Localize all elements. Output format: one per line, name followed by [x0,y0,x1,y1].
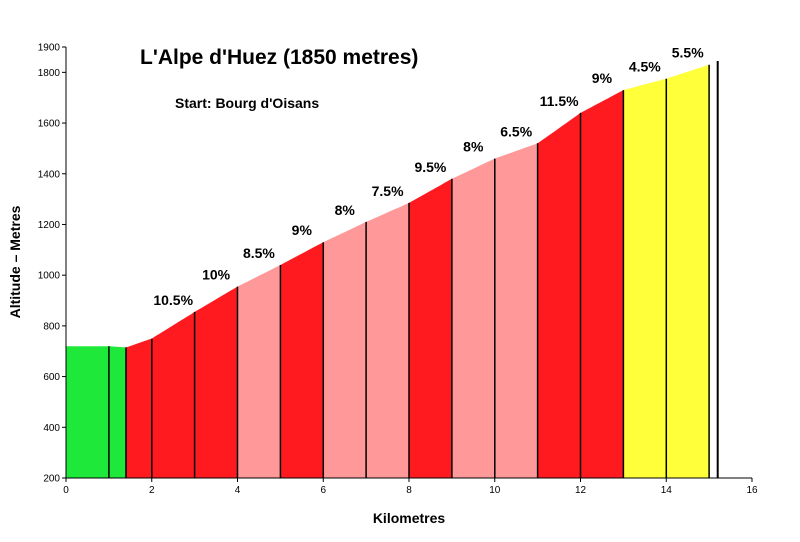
gradient-label: 5.5% [672,45,704,61]
gradient-label: 9% [592,70,613,86]
profile-segment [151,311,195,478]
y-tick-label: 200 [43,474,60,485]
x-tick-label: 10 [489,485,501,496]
y-tick-label: 1900 [38,43,61,54]
y-tick-label: 600 [43,372,60,383]
gradient-label: 9% [292,222,313,238]
profile-segment [409,178,452,479]
gradient-label: 4.5% [629,59,661,75]
profile-segments [66,64,710,479]
gradient-label: 6.5% [500,123,532,139]
profile-segment [108,346,126,478]
y-axis-label: Altitude – Metres [7,205,23,318]
y-tick-label: 1600 [38,119,61,130]
chart-subtitle: Start: Bourg d'Oisans [175,95,319,111]
profile-segment [237,265,281,478]
gradient-label: 9.5% [414,159,446,175]
gradient-label: 10% [202,267,231,283]
profile-segment [126,338,152,478]
x-tick-label: 14 [661,485,673,496]
y-tick-label: 1000 [38,271,61,282]
y-tick-labels: 200 400 600 800 1000 1200 1400 1600 1800 1900 [38,43,66,485]
profile-segment [666,64,710,478]
y-tick-label: 1200 [38,220,61,231]
y-tick-label: 800 [43,321,60,332]
x-tick-label: 0 [63,485,69,496]
profile-segment [580,90,624,478]
profile-segment [366,202,409,478]
gradient-label: 8% [463,139,484,155]
y-tick-label: 1400 [38,169,61,180]
profile-segment [537,112,581,479]
profile-segment [323,221,367,478]
profile-segment [494,143,538,479]
gradient-label: 11.5% [540,93,579,109]
x-tick-label: 8 [406,485,412,496]
chart-title: L'Alpe d'Huez (1850 metres) [140,46,418,69]
profile-segment [66,346,109,478]
gradient-label: 7.5% [372,183,404,199]
profile-segment [280,242,324,478]
x-axis-label: Kilometres [373,510,446,526]
x-tick-label: 2 [149,485,155,496]
profile-segment [451,158,495,478]
gradient-label: 8% [335,202,356,218]
profile-segment [623,78,667,478]
gradient-labels: 10.5% 10% 8.5% 9% 8% 7.5% 9.5% 8% 6.5% 11.5% 9% 4.5… [153,45,704,308]
x-tick-label: 12 [575,485,587,496]
y-tick-label: 400 [43,423,60,434]
x-tick-label: 6 [320,485,326,496]
km-dividers [108,61,719,478]
x-tick-label: 16 [746,485,758,496]
y-tick-label: 1800 [38,68,61,79]
gradient-label: 10.5% [153,292,193,308]
gradient-label: 8.5% [243,245,275,261]
x-tick-labels: 0 2 4 6 8 10 12 14 16 [63,478,758,496]
x-tick-label: 4 [235,485,241,496]
profile-segment [194,286,238,478]
